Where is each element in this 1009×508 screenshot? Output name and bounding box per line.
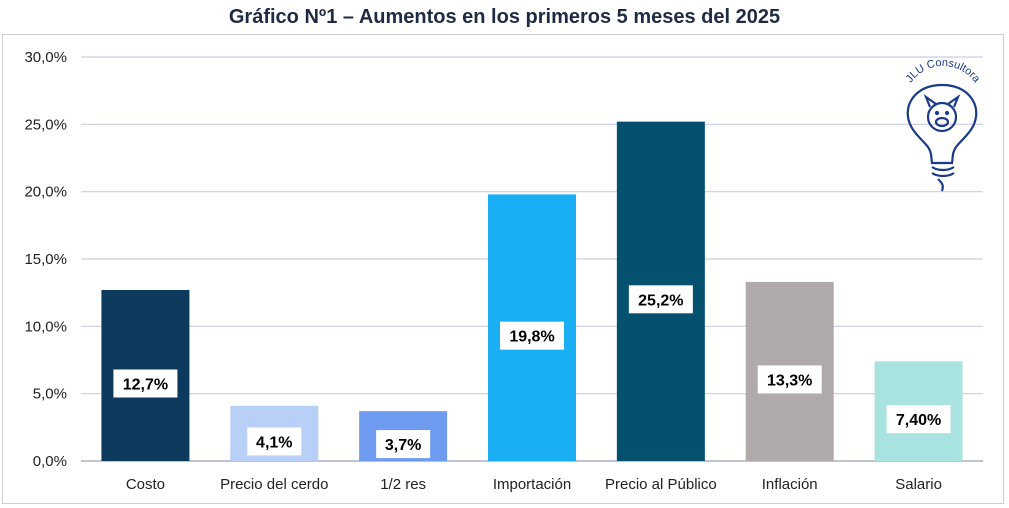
y-tick-label: 25,0% (24, 116, 67, 133)
y-tick-label: 5,0% (33, 386, 67, 403)
y-tick-label: 15,0% (24, 251, 67, 268)
data-label: 7,40% (896, 412, 941, 429)
x-category-label: 1/2 res (380, 476, 426, 493)
pig-lightbulb-icon (906, 83, 978, 192)
data-label-box (757, 365, 822, 394)
y-axis-ticks: 0,0% 5,0% 10,0% 15,0% 20,0% 25,0% 30,0% (24, 49, 67, 470)
data-label-box (628, 285, 693, 314)
x-axis-categories: Costo Precio del cerdo 1/2 res Importación P… (126, 476, 942, 493)
x-category-label: Costo (126, 476, 165, 493)
data-label: 25,2% (638, 292, 683, 309)
data-label: 3,7% (385, 437, 421, 454)
data-label-box (247, 427, 302, 456)
x-category-label: Importación (493, 476, 571, 493)
x-category-label: Inflación (762, 476, 818, 493)
data-label: 12,7% (123, 376, 168, 393)
logo-text: JLU Consultora (904, 57, 983, 86)
data-label: 19,8% (509, 329, 554, 346)
x-category-label: Precio del cerdo (220, 476, 328, 493)
y-tick-label: 20,0% (24, 184, 67, 201)
data-label-box (500, 321, 564, 350)
data-label-box (113, 369, 178, 398)
data-label: 4,1% (256, 434, 292, 451)
data-label-box (376, 430, 431, 459)
bars: 12,7% 4,1% 3,7% 19,8% 25,2% 13,3% 7,40% (101, 121, 963, 462)
x-category-label: Precio al Público (605, 476, 717, 493)
y-tick-label: 0,0% (33, 453, 67, 470)
y-tick-label: 10,0% (24, 318, 67, 335)
data-label: 13,3% (767, 372, 812, 389)
x-category-label: Salario (895, 476, 942, 493)
bar-chart: 0,0% 5,0% 10,0% 15,0% 20,0% 25,0% 30,0% 12,7% 4… (24, 49, 983, 493)
y-tick-label: 30,0% (24, 49, 67, 66)
chart-title: Gráfico Nº1 – Aumentos en los primeros 5… (228, 6, 781, 28)
data-label-box (886, 405, 951, 434)
chart-area: 0,0% 5,0% 10,0% 15,0% 20,0% 25,0% 30,0% 12,7% 4… (2, 34, 1004, 504)
